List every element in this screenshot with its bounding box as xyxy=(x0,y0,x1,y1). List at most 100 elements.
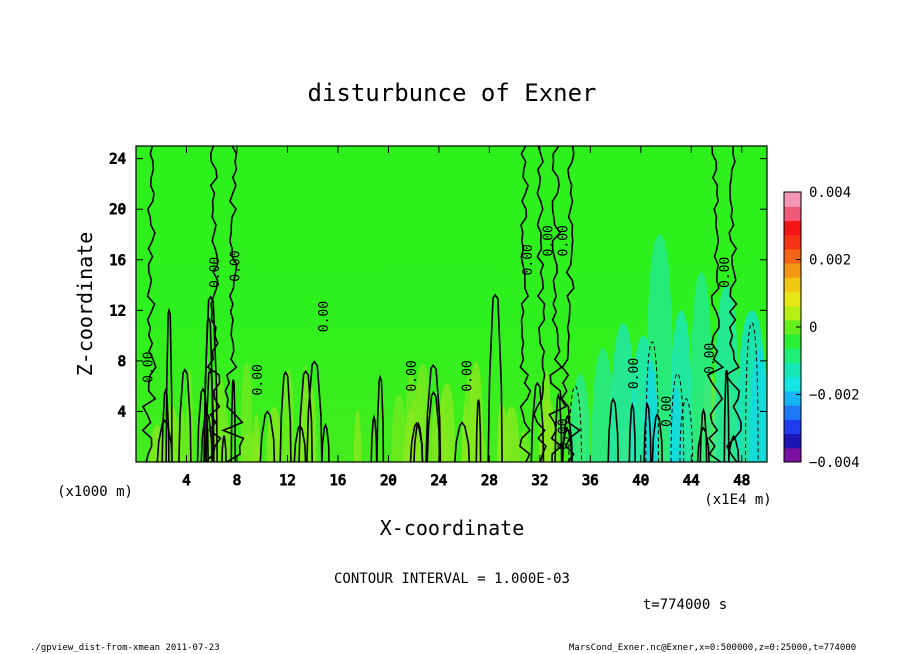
zero-contour-loop xyxy=(475,399,482,462)
shading-streak xyxy=(241,433,250,462)
contour-label: 0.00 xyxy=(317,301,332,332)
chart-title: disturbunce of Exner xyxy=(308,79,597,107)
contour-label: 0.00 xyxy=(461,360,476,391)
y-axis-label: Z-coordinate xyxy=(73,232,97,377)
zero-contour-loop xyxy=(409,421,424,462)
zero-contour-loop xyxy=(279,370,292,462)
colorbar-tick-label: 0.004 xyxy=(809,185,851,201)
y-tick-label: 12 xyxy=(109,303,126,319)
shading-streak xyxy=(391,394,407,462)
x-tick-label: 4 xyxy=(182,473,190,489)
zero-contour-loop xyxy=(203,295,218,462)
x-tick-label: 12 xyxy=(279,473,296,489)
colorbar-swatch xyxy=(784,390,801,406)
x-unit-label-2: (x1E4 m) xyxy=(704,492,771,508)
shading-plume xyxy=(749,348,767,462)
colorbar-swatch xyxy=(784,192,801,207)
y-tick-label: 4 xyxy=(118,404,126,420)
shading-streak xyxy=(431,405,439,462)
contour-label: 0.00 xyxy=(703,343,718,374)
x-tick-label: 44 xyxy=(683,473,700,489)
shading-streak xyxy=(438,383,456,462)
colorbar-swatch xyxy=(784,447,801,463)
shading-streak xyxy=(503,406,520,462)
contour-label: 0.00 xyxy=(228,250,243,281)
zero-contour-loop xyxy=(696,426,710,462)
shading-streak xyxy=(253,413,260,462)
zero-contour xyxy=(724,146,742,462)
x-unit-label: (x1000 m) xyxy=(57,484,133,500)
colorbar-swatch xyxy=(784,319,801,335)
colorbar-swatch xyxy=(784,263,801,278)
contour-label: 0.00 xyxy=(718,257,733,288)
shading-plume xyxy=(669,386,683,462)
x-tick-label: 28 xyxy=(481,473,498,489)
zero-contour-loop xyxy=(156,419,173,462)
zero-contour-loop xyxy=(453,421,471,462)
zero-contour-loop xyxy=(561,426,573,462)
zero-contour-loop xyxy=(370,414,378,462)
zero-contour xyxy=(560,146,581,462)
negative-contour xyxy=(745,322,759,462)
x-tick-label: 20 xyxy=(380,473,397,489)
time-text: t=774000 s xyxy=(643,597,727,613)
zero-contour-loop xyxy=(607,397,619,462)
y-tick-label: 20 xyxy=(109,202,126,218)
shading-streak xyxy=(149,425,165,462)
contour-label: 0.00 xyxy=(660,396,675,427)
x-tick-label: 48 xyxy=(733,473,750,489)
colorbar-tick-label: 0.002 xyxy=(809,253,851,269)
zero-contour-loop xyxy=(723,369,730,462)
contour-label: 0.00 xyxy=(251,364,266,395)
shading-streak xyxy=(282,369,295,462)
colorbar-swatch xyxy=(784,334,801,349)
zero-contour-loop xyxy=(651,412,664,462)
x-tick-label: 36 xyxy=(582,473,599,489)
x-tick-label: 32 xyxy=(531,473,548,489)
colorbar-swatch xyxy=(784,291,801,307)
zero-contour-loop xyxy=(178,368,192,462)
plot-frame xyxy=(135,145,768,463)
shading-streak xyxy=(468,361,484,462)
field-shading xyxy=(141,146,767,462)
zero-contour-loop xyxy=(230,379,237,462)
x-tick-label: 16 xyxy=(329,473,346,489)
x-tick-label: 8 xyxy=(233,473,241,489)
zero-contour-loop xyxy=(643,402,652,462)
zero-contour-loop xyxy=(298,369,313,462)
colorbar-swatch xyxy=(784,305,801,321)
contour-interval-text: CONTOUR INTERVAL = 1.000E-03 xyxy=(334,571,570,587)
colorbar-swatch xyxy=(784,248,801,264)
zero-contour-loop xyxy=(699,407,708,462)
zero-contour-loop xyxy=(306,360,323,462)
colorbar-swatch xyxy=(784,220,801,236)
contour-label: 0.00 xyxy=(521,244,536,275)
contour-label: 0.00 xyxy=(405,360,420,391)
footer-right: MarsCond_Exner.nc@Exner,x=0:500000,z=0:2… xyxy=(569,643,857,653)
shading-streak xyxy=(240,361,253,462)
zero-contour-loop xyxy=(161,388,170,462)
zero-contour-loop xyxy=(554,392,563,462)
colorbar-tick-label: 0 xyxy=(809,320,817,336)
negative-contour xyxy=(568,385,582,462)
zero-contour xyxy=(141,146,157,462)
shading-plume xyxy=(643,360,659,462)
zero-contour-loop xyxy=(425,363,442,462)
zero-contour-loop xyxy=(530,381,545,462)
negative-contour xyxy=(679,398,694,462)
x-axis-label: X-coordinate xyxy=(380,516,525,540)
colorbar-swatch xyxy=(784,348,801,364)
colorbar-tick-label: −0.004 xyxy=(809,455,860,471)
colorbar-swatch xyxy=(784,234,801,250)
contour-label: 0.00 xyxy=(557,225,572,256)
colorbar-swatch xyxy=(784,433,801,449)
shading-plume xyxy=(690,272,713,462)
zero-contour xyxy=(706,146,725,462)
contour-label: 0.00 xyxy=(141,352,156,383)
colorbar-swatch xyxy=(784,362,801,378)
zero-contour-loop xyxy=(727,434,740,462)
y-tick-label: 24 xyxy=(109,152,126,168)
colorbar-swatch xyxy=(784,206,801,221)
y-tick-label: 16 xyxy=(109,253,126,269)
